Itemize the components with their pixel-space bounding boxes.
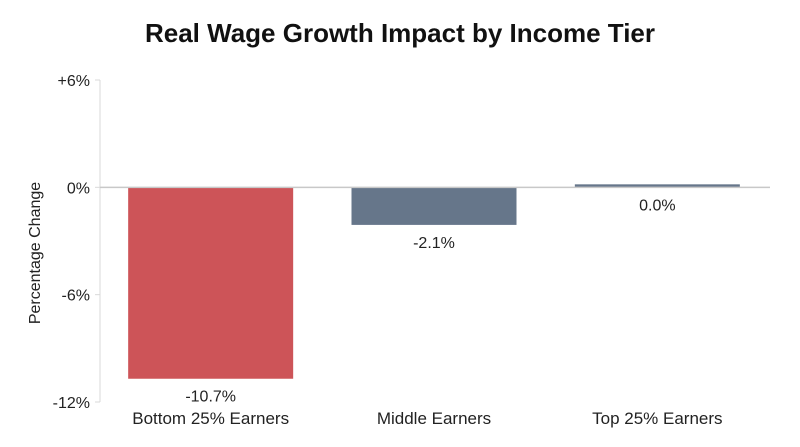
data-label: 0.0% (639, 197, 675, 214)
x-tick-label: Top 25% Earners (592, 409, 722, 428)
y-tick-label: +6% (58, 73, 90, 90)
y-tick-label: 0% (67, 180, 90, 197)
data-label: -10.7% (185, 389, 236, 406)
x-tick-label: Middle Earners (377, 409, 491, 428)
chart-title: Real Wage Growth Impact by Income Tier (144, 18, 655, 48)
bar (574, 184, 740, 188)
x-tick-label: Bottom 25% Earners (132, 409, 289, 428)
y-axis-title: Percentage Change (27, 182, 44, 324)
bar (128, 187, 294, 379)
data-label: -2.1% (413, 235, 455, 252)
y-tick-label: -6% (62, 288, 90, 305)
y-tick-label: -12% (53, 395, 90, 412)
bar (351, 187, 517, 225)
